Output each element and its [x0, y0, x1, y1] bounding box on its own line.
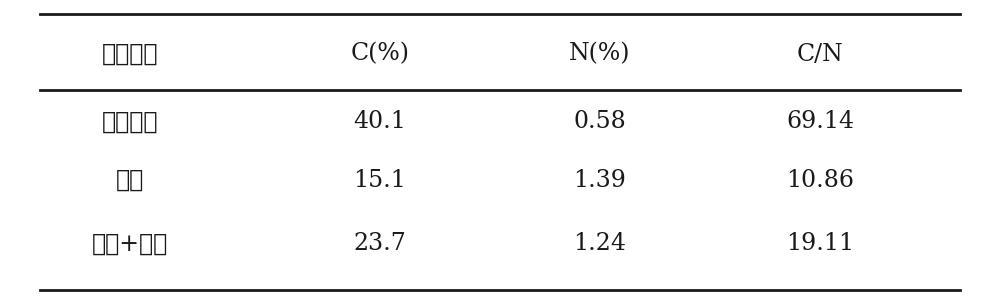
Text: 19.11: 19.11	[786, 232, 854, 255]
Text: 15.1: 15.1	[354, 169, 406, 192]
Text: 堆置物料: 堆置物料	[102, 43, 158, 66]
Text: N(%): N(%)	[569, 43, 631, 66]
Text: 40.1: 40.1	[354, 110, 406, 133]
Text: 秸秆+鸡粪: 秸秆+鸡粪	[92, 232, 168, 255]
Text: C/N: C/N	[797, 43, 843, 66]
Text: 1.24: 1.24	[574, 232, 626, 255]
Text: 69.14: 69.14	[786, 110, 854, 133]
Text: 1.39: 1.39	[574, 169, 626, 192]
Text: 鸡粪: 鸡粪	[116, 169, 144, 192]
Text: 23.7: 23.7	[354, 232, 406, 255]
Text: 0.58: 0.58	[574, 110, 626, 133]
Text: C(%): C(%)	[351, 43, 410, 66]
Text: 10.86: 10.86	[786, 169, 854, 192]
Text: 小麦秸秆: 小麦秸秆	[102, 110, 158, 133]
